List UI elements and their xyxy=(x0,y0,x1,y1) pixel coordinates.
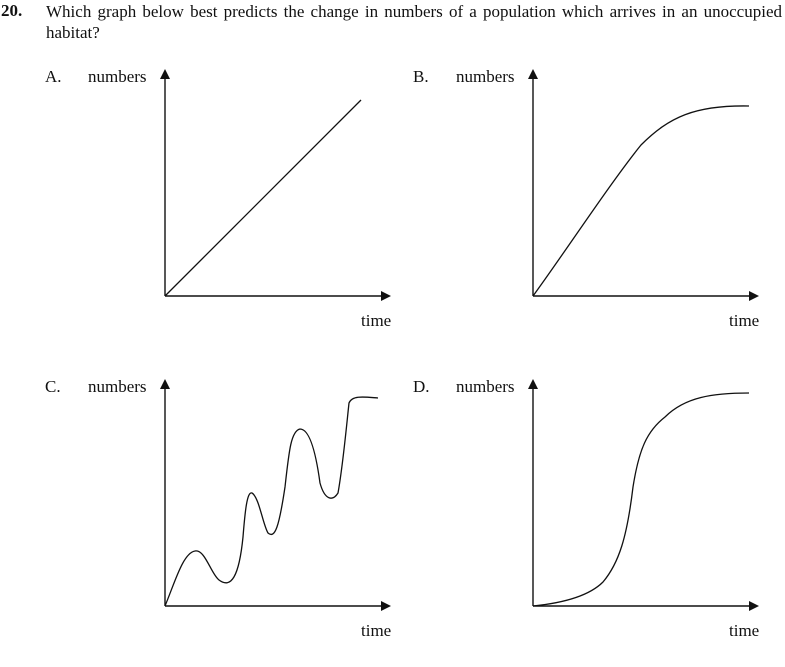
curve-sigmoid xyxy=(532,392,750,607)
x-axis-arrow-icon xyxy=(381,291,391,301)
graph-d-plot xyxy=(528,379,759,611)
x-axis-label: time xyxy=(729,311,760,330)
y-axis-arrow-icon xyxy=(160,379,170,389)
x-axis-arrow-icon xyxy=(749,291,759,301)
y-axis-arrow-icon xyxy=(528,379,538,389)
y-axis-label: numbers xyxy=(456,67,515,86)
graph-letter: A. xyxy=(45,67,62,86)
graph-b[interactable]: B. numbers time xyxy=(413,67,783,357)
graph-a-plot xyxy=(160,69,391,301)
curve-level-off xyxy=(532,105,750,297)
curve-linear xyxy=(164,99,362,297)
y-axis-label: numbers xyxy=(456,377,515,396)
graph-c-plot xyxy=(160,379,391,611)
x-axis-label: time xyxy=(361,621,392,640)
curve-oscillating xyxy=(164,396,379,607)
question-text: Which graph below best predicts the chan… xyxy=(46,2,782,42)
graph-letter: D. xyxy=(413,377,430,396)
y-axis-arrow-icon xyxy=(160,69,170,79)
question-number: 20. xyxy=(1,1,23,20)
x-axis-label: time xyxy=(361,311,392,330)
y-axis-arrow-icon xyxy=(528,69,538,79)
graph-letter: C. xyxy=(45,377,61,396)
graph-c[interactable]: C. numbers time xyxy=(45,377,415,667)
graph-a[interactable]: A. numbers time xyxy=(45,67,415,357)
y-axis-label: numbers xyxy=(88,67,147,86)
x-axis-label: time xyxy=(729,621,760,640)
x-axis-arrow-icon xyxy=(381,601,391,611)
y-axis-label: numbers xyxy=(88,377,147,396)
graph-d[interactable]: D. numbers time xyxy=(413,377,783,667)
graph-b-plot xyxy=(528,69,759,301)
x-axis-arrow-icon xyxy=(749,601,759,611)
graph-letter: B. xyxy=(413,67,429,86)
